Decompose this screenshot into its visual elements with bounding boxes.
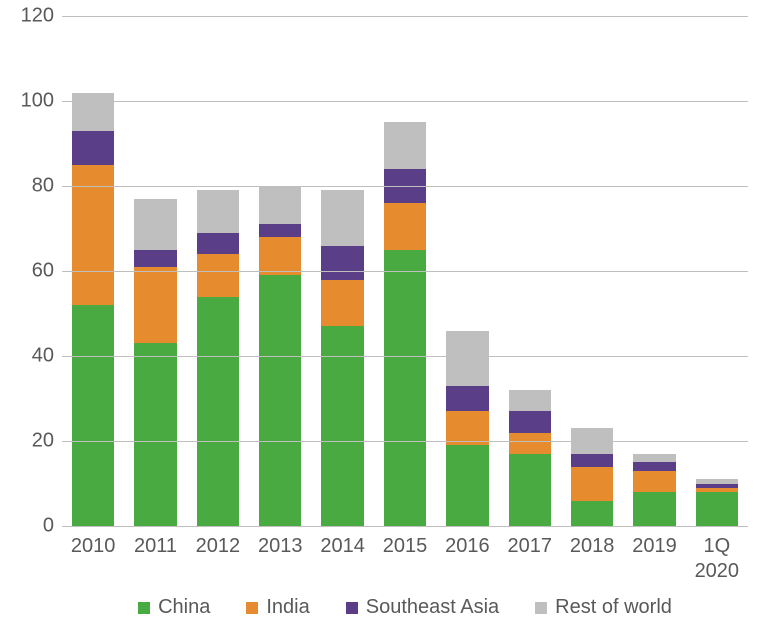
bar-segment xyxy=(134,199,176,250)
bar-segment xyxy=(321,280,363,327)
bar-segment xyxy=(446,445,488,526)
legend-item: China xyxy=(138,596,210,619)
bar-segment xyxy=(696,479,738,483)
bar-segment xyxy=(134,267,176,344)
plot-area: 0204060801001202010201120122013201420152… xyxy=(62,16,748,526)
gridline xyxy=(62,16,748,17)
bar-segment xyxy=(72,305,114,526)
legend-item: Rest of world xyxy=(535,596,672,619)
bar-segment xyxy=(509,390,551,411)
x-tick-label: 2013 xyxy=(258,526,303,559)
y-tick-label: 40 xyxy=(32,345,62,368)
y-tick-label: 80 xyxy=(32,175,62,198)
bar-segment xyxy=(571,454,613,467)
x-tick-label: 1Q 2020 xyxy=(695,526,740,584)
bar-segment xyxy=(696,488,738,492)
gridline xyxy=(62,186,748,187)
y-tick-label: 120 xyxy=(21,5,62,28)
legend-item: Southeast Asia xyxy=(346,596,499,619)
bar-segment xyxy=(696,492,738,526)
gridline xyxy=(62,356,748,357)
legend-label: India xyxy=(266,596,309,619)
x-tick-label: 2014 xyxy=(320,526,365,559)
bar-segment xyxy=(696,484,738,488)
bar-segment xyxy=(197,233,239,254)
y-tick-label: 0 xyxy=(43,515,62,538)
bar-segment xyxy=(259,186,301,224)
bar-segment xyxy=(321,246,363,280)
bar-segment xyxy=(384,250,426,526)
legend-swatch xyxy=(246,602,258,614)
legend: China India Southeast Asia Rest of world xyxy=(62,596,748,619)
bar-segment xyxy=(259,237,301,275)
bar-segment xyxy=(384,203,426,250)
bar-segment xyxy=(509,433,551,454)
bar-segment xyxy=(259,224,301,237)
y-tick-label: 100 xyxy=(21,90,62,113)
x-tick-label: 2012 xyxy=(196,526,241,559)
bar-segment xyxy=(446,331,488,386)
gridline xyxy=(62,101,748,102)
bar-segment xyxy=(384,122,426,169)
legend-label: Southeast Asia xyxy=(366,596,499,619)
bar-segment xyxy=(259,275,301,526)
bar-segment xyxy=(134,250,176,267)
bar-segment xyxy=(72,131,114,165)
bar-segment xyxy=(321,190,363,245)
x-tick-label: 2011 xyxy=(134,526,177,559)
bar-segment xyxy=(509,411,551,432)
legend-label: China xyxy=(158,596,210,619)
x-tick-label: 2019 xyxy=(632,526,677,559)
bar-segment xyxy=(72,93,114,131)
x-tick-label: 2010 xyxy=(71,526,116,559)
legend-label: Rest of world xyxy=(555,596,672,619)
bar-segment xyxy=(509,454,551,526)
bar-segment xyxy=(197,190,239,233)
x-tick-label: 2017 xyxy=(507,526,552,559)
bar-segment xyxy=(633,462,675,471)
gridline xyxy=(62,271,748,272)
legend-swatch xyxy=(346,602,358,614)
bar-segment xyxy=(197,254,239,297)
bar-segment xyxy=(134,343,176,526)
legend-item: India xyxy=(246,596,309,619)
bar-segment xyxy=(571,467,613,501)
y-tick-label: 60 xyxy=(32,260,62,283)
x-tick-label: 2016 xyxy=(445,526,490,559)
legend-swatch xyxy=(138,602,150,614)
legend-swatch xyxy=(535,602,547,614)
x-tick-label: 2015 xyxy=(383,526,428,559)
bar-segment xyxy=(633,454,675,463)
bar-segment xyxy=(197,297,239,527)
x-tick-label: 2018 xyxy=(570,526,615,559)
bar-segment xyxy=(633,471,675,492)
y-tick-label: 20 xyxy=(32,430,62,453)
bar-segment xyxy=(571,501,613,527)
gridline xyxy=(62,441,748,442)
chart-container: 0 20 40 60 80 100 120 2010 2011 2012 2013 2014 2015 2… xyxy=(0,0,780,634)
bar-segment xyxy=(633,492,675,526)
bar-segment xyxy=(446,386,488,412)
